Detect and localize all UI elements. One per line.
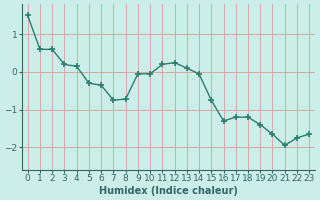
X-axis label: Humidex (Indice chaleur): Humidex (Indice chaleur) [99, 186, 238, 196]
